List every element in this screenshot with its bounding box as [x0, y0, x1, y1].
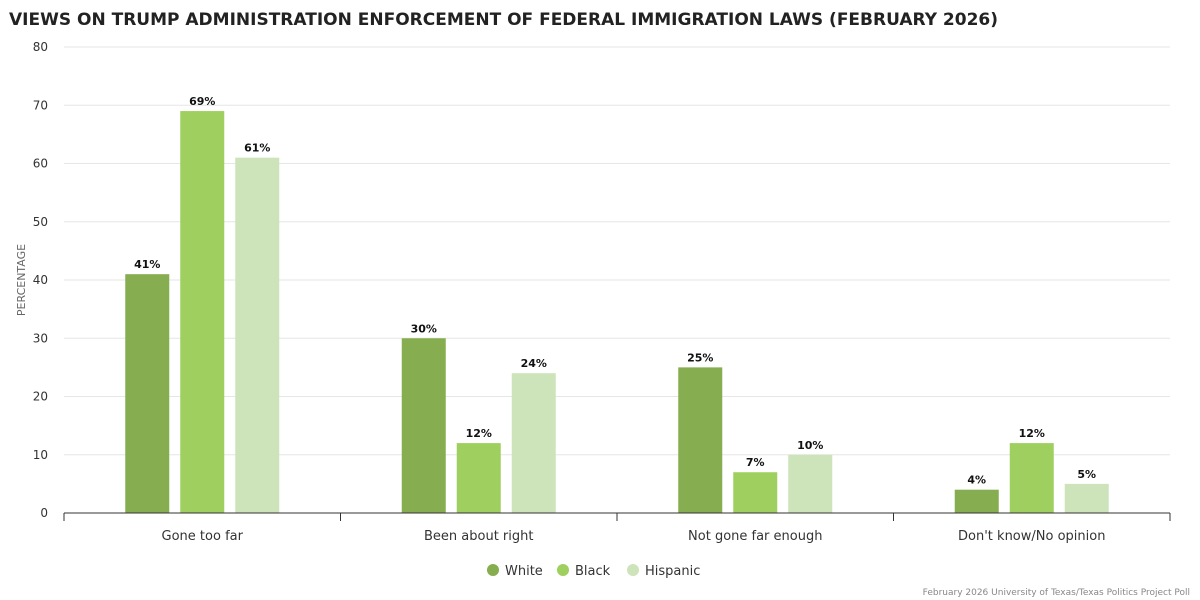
y-axis-ticks: 0 10 20 30 40 50 60 70 80	[33, 40, 48, 520]
bar-hispanic-2[interactable]	[788, 454, 833, 513]
legend-swatch	[557, 564, 569, 576]
bar-white-1[interactable]	[401, 338, 446, 513]
y-tick-label: 70	[33, 98, 48, 112]
x-axis-ticks: Gone too far Been about right Not gone far…	[162, 529, 1106, 544]
x-tick-label: Gone too far	[162, 529, 244, 544]
legend-item-hispanic[interactable]: Hispanic	[627, 564, 700, 579]
y-tick-label: 20	[33, 390, 48, 404]
data-label: 7%	[746, 456, 765, 469]
x-tick-label: Don't know/No opinion	[958, 529, 1105, 544]
bar-white-2[interactable]	[678, 367, 723, 513]
y-tick-label: 40	[33, 273, 48, 287]
x-tick-label: Been about right	[424, 529, 533, 544]
bar-white-0[interactable]	[125, 274, 170, 513]
y-tick-label: 30	[33, 331, 48, 345]
x-tick-label: Not gone far enough	[688, 529, 822, 544]
data-label: 25%	[687, 351, 713, 364]
legend-item-white[interactable]: White	[487, 564, 543, 579]
bar-black-2[interactable]	[733, 472, 778, 513]
bars	[125, 111, 1109, 514]
chart-title: VIEWS ON TRUMP ADMINISTRATION ENFORCEMEN…	[9, 10, 998, 30]
y-tick-label: 0	[40, 506, 48, 520]
bar-hispanic-1[interactable]	[511, 373, 556, 513]
bar-hispanic-3[interactable]	[1064, 483, 1109, 513]
data-label: 12%	[466, 427, 492, 440]
legend[interactable]: White Black Hispanic	[487, 564, 700, 579]
data-labels: 41% 69% 61% 30% 12% 24% 25% 7% 10% 4% 12% 5%	[134, 95, 1096, 487]
bar-black-3[interactable]	[1009, 443, 1054, 513]
data-label: 4%	[967, 474, 986, 487]
data-label: 12%	[1019, 427, 1045, 440]
legend-swatch	[487, 564, 499, 576]
y-tick-label: 10	[33, 448, 48, 462]
data-label: 5%	[1077, 468, 1096, 481]
y-tick-label: 60	[33, 157, 48, 171]
bar-hispanic-0[interactable]	[235, 157, 280, 514]
legend-label: Black	[575, 564, 611, 579]
legend-label: White	[505, 564, 543, 579]
legend-label: Hispanic	[645, 564, 700, 579]
data-label: 69%	[189, 95, 215, 108]
legend-swatch	[627, 564, 639, 576]
y-axis-label: PERCENTAGE	[15, 244, 28, 316]
data-label: 61%	[244, 142, 270, 155]
data-label: 30%	[411, 322, 437, 335]
bar-black-0[interactable]	[180, 111, 225, 513]
source-credit: February 2026 University of Texas/Texas …	[923, 588, 1190, 598]
gridlines	[64, 46, 1170, 456]
bar-black-1[interactable]	[456, 443, 501, 513]
data-label: 10%	[797, 439, 823, 452]
y-tick-label: 80	[33, 40, 48, 54]
legend-item-black[interactable]: Black	[557, 564, 611, 579]
x-axis	[63, 512, 1171, 521]
data-label: 41%	[134, 258, 160, 271]
bar-white-3[interactable]	[954, 489, 999, 513]
data-label: 24%	[521, 357, 547, 370]
y-tick-label: 50	[33, 215, 48, 229]
